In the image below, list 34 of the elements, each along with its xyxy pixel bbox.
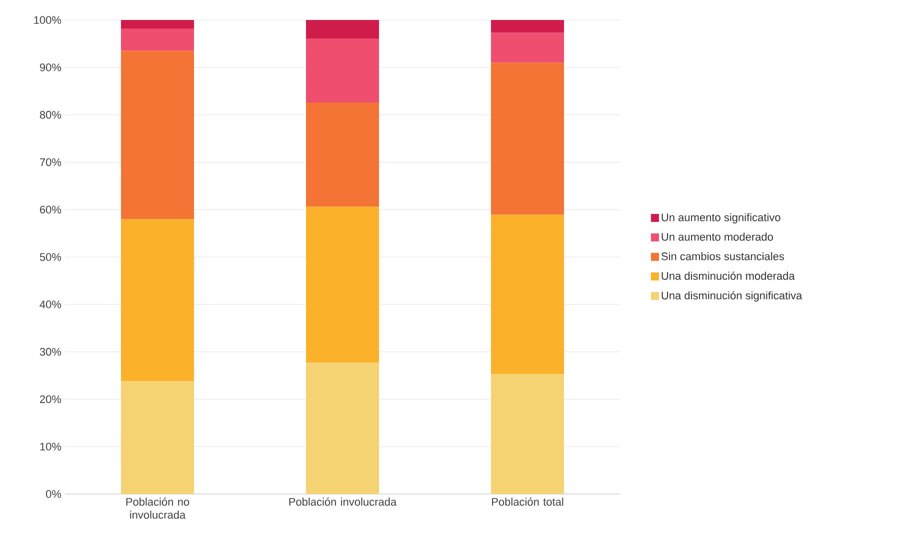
bar <box>306 362 379 494</box>
bar <box>121 381 194 494</box>
legend-label: Una disminución significativa <box>662 291 802 302</box>
legend-label: Un aumento significativo <box>662 213 780 224</box>
bar <box>306 102 379 207</box>
bar <box>121 219 194 382</box>
x-tick-label: Población no involucrada <box>126 498 190 519</box>
bar <box>491 62 564 215</box>
bar <box>306 38 379 102</box>
y-tick-label: 90% <box>40 64 62 72</box>
y-tick-label: 60% <box>40 206 62 214</box>
legend-label: Una disminución moderada <box>662 272 795 280</box>
bar <box>491 374 564 494</box>
bar <box>121 20 194 29</box>
y-tick-label: 100% <box>34 16 62 24</box>
bar <box>491 214 564 374</box>
y-tick-label: 70% <box>40 158 62 166</box>
y-tick-label: 10% <box>40 442 62 450</box>
bar <box>491 20 564 33</box>
bar <box>491 32 564 63</box>
bar <box>121 28 194 51</box>
y-tick-label: 30% <box>40 348 62 356</box>
y-tick-label: 80% <box>40 110 62 119</box>
legend-label: Sin cambios sustanciales <box>661 252 784 260</box>
x-tick-label: Población involucrada <box>289 498 397 506</box>
y-tick-label: 40% <box>40 300 62 308</box>
x-tick-label: Población total <box>492 498 564 506</box>
y-tick-label: 0% <box>46 490 62 498</box>
bar <box>121 50 194 220</box>
y-tick-label: 20% <box>40 395 62 404</box>
bar <box>306 20 379 38</box>
bar <box>306 206 379 363</box>
legend-label: Un aumento moderado <box>662 232 773 241</box>
y-tick-label: 50% <box>40 253 62 261</box>
